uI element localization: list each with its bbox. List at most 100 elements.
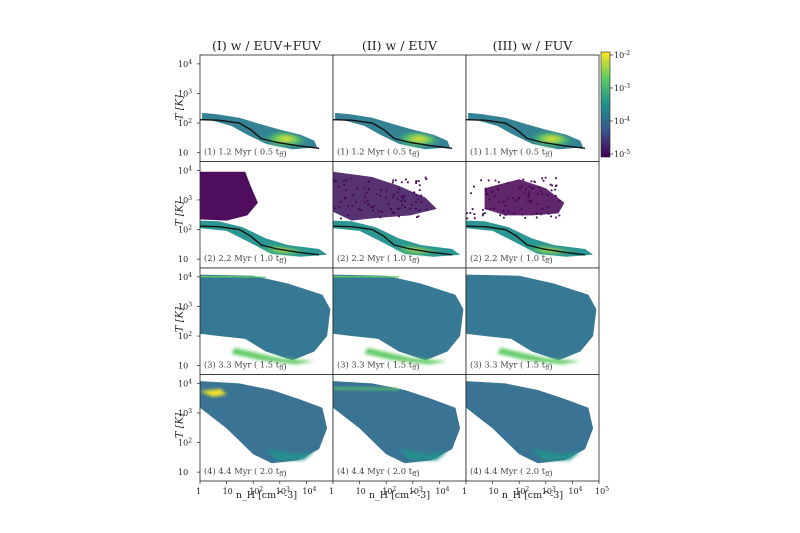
scatter-cell: [347, 214, 350, 217]
scatter-cell: [394, 179, 397, 182]
scatter-cell: [396, 191, 399, 194]
scatter-cell: [503, 216, 505, 219]
scatter-cell: [415, 182, 417, 184]
density-region: [200, 275, 266, 278]
y-tick-label: 10: [178, 255, 188, 264]
equilibrium-curve: [466, 119, 586, 149]
scatter-cell: [558, 200, 561, 202]
scatter-cell: [491, 190, 494, 193]
y-tick-label: 10: [178, 468, 188, 477]
density-region: [497, 347, 581, 365]
scatter-cell: [540, 213, 543, 216]
density-region: [200, 171, 258, 221]
phase-panel-r3-c2: (3) 3.3 Myr ( 1.5 tff): [332, 267, 467, 375]
phase-panel-r4-c3: (4) 4.4 Myr ( 2.0 tff)1 10 102 103 104 105: [462, 374, 609, 496]
scatter-cell: [473, 185, 475, 188]
scatter-cell: [518, 196, 521, 199]
scatter-cell: [343, 183, 346, 186]
scatter-cell: [398, 215, 400, 218]
scatter-cell: [363, 201, 366, 204]
scatter-cell: [379, 216, 382, 219]
density-region: [333, 220, 461, 257]
scatter-cell: [536, 192, 539, 195]
scatter-cell: [555, 216, 558, 219]
scatter-cell: [404, 200, 406, 203]
y-tick-label: 102: [178, 331, 192, 341]
panel-label: (1) 1.1 Myr ( 0.5 tff): [470, 147, 553, 159]
x-tick-label: 1: [329, 487, 334, 496]
panel-label: (1) 1.2 Myr ( 0.5 tff): [337, 147, 420, 159]
scatter-cell: [470, 192, 472, 195]
scatter-cell: [554, 185, 557, 187]
scatter-cell: [380, 189, 382, 191]
x-tick-label: 1: [462, 487, 467, 496]
scatter-cell: [525, 188, 527, 191]
scatter-cell: [344, 196, 347, 199]
scatter-cell: [420, 201, 423, 204]
scatter-cell: [425, 208, 428, 211]
scatter-cell: [489, 208, 492, 211]
scatter-cell: [530, 200, 533, 203]
scatter-cell: [473, 217, 476, 220]
y-tick-label: 103: [178, 408, 192, 418]
scatter-cell: [392, 179, 395, 182]
scatter-cell: [367, 180, 370, 183]
scatter-cell: [549, 183, 552, 186]
phase-panel-r2-c3: (2) 2.2 Myr ( 1.0 tff): [465, 161, 600, 269]
scatter-cell: [352, 194, 355, 197]
density-region: [527, 129, 578, 149]
phase-panel-r1-c3: (1) 1.1 Myr ( 0.5 tff): [465, 54, 600, 162]
scatter-cell: [498, 200, 501, 203]
scatter-cell: [488, 198, 491, 201]
scatter-cell: [469, 212, 472, 214]
scatter-cell: [356, 187, 358, 190]
density-region: [200, 274, 331, 361]
density-region: [261, 129, 312, 149]
panel-label: (1) 1.2 Myr ( 0.5 tff): [204, 147, 287, 159]
scatter-cell: [416, 216, 418, 218]
x-tick-label: 104: [302, 486, 316, 496]
scatter-cell: [541, 207, 544, 210]
scatter-cell: [377, 210, 380, 212]
scatter-cell: [420, 194, 423, 197]
scatter-cell: [523, 191, 526, 194]
scatter-cell: [502, 209, 505, 212]
scatter-cell: [418, 209, 421, 212]
colorbar-tick-label: 10-4: [614, 116, 630, 126]
phase-panel-r3-c1: (3) 3.3 Myr ( 1.5 tff) 10 102 103 104: [178, 267, 334, 375]
scatter-cell: [370, 206, 373, 208]
x-axis-label-2: n_H [cm^-3]: [368, 490, 431, 501]
scatter-cell: [484, 187, 487, 190]
scatter-cell: [550, 215, 553, 218]
scatter-cell: [402, 197, 404, 200]
panel-label: (2) 2.2 Myr ( 1.0 tff): [470, 253, 553, 265]
scatter-cell: [351, 204, 354, 207]
scatter-cell: [400, 200, 403, 202]
x-tick-label: 103: [409, 486, 423, 496]
scatter-cell: [334, 207, 336, 210]
scatter-cell: [398, 207, 401, 210]
scatter-cell: [544, 176, 547, 179]
scatter-cell: [345, 189, 347, 191]
scatter-cell: [392, 196, 394, 199]
scatter-cell: [417, 215, 420, 218]
panel-label: (3) 3.3 Myr ( 1.5 tff): [470, 360, 553, 372]
scatter-cell: [401, 203, 404, 206]
scatter-cell: [473, 213, 476, 215]
scatter-cell: [480, 179, 482, 182]
colorbar-tick-label: 10-2: [614, 50, 630, 60]
equilibrium-curve: [333, 225, 453, 256]
scatter-cell: [527, 194, 530, 196]
scatter-cell: [541, 193, 544, 195]
phase-panel-r3-c3: (3) 3.3 Myr ( 1.5 tff): [465, 267, 600, 375]
scatter-cell: [517, 197, 520, 200]
x-tick-label: 10: [223, 487, 233, 496]
density-region: [231, 347, 315, 365]
scatter-cell: [357, 208, 360, 211]
phase-panel-r1-c2: (1) 1.2 Myr ( 0.5 tff): [332, 54, 467, 162]
scatter-cell: [541, 177, 543, 180]
scatter-cell: [415, 201, 417, 203]
scatter-cell: [535, 212, 538, 215]
scatter-cell: [340, 217, 342, 220]
